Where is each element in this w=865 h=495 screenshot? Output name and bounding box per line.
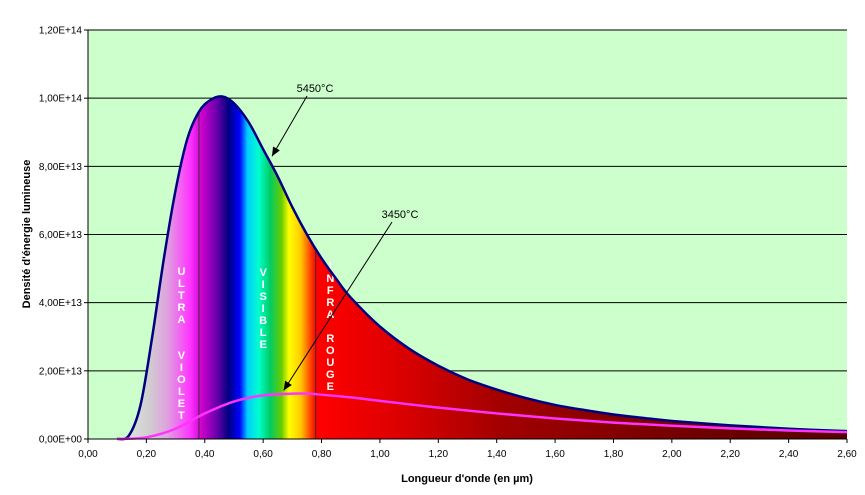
region-label-letter: I (262, 279, 265, 291)
x-tick-label: 2,00 (662, 449, 682, 460)
region-label-letter: L (260, 327, 267, 339)
y-axis-title: Densité d'énergie lumineuse (21, 160, 33, 309)
annotation-arrow (283, 221, 393, 391)
x-tick-label: 0,80 (312, 449, 332, 460)
region-label-letter: R (326, 297, 334, 309)
region-label-letter: R (326, 333, 334, 345)
region-label-letter: A (177, 314, 185, 326)
x-axis-title: Longueur d'onde (en µm) (401, 473, 533, 485)
region-dividers (198, 111, 317, 439)
region-label-letter: T (178, 290, 185, 302)
region-label-letter: E (259, 339, 266, 351)
x-tick-label: 0,40 (195, 449, 215, 460)
region-label-letter: L (178, 386, 185, 398)
region-label-letter: I (262, 303, 265, 315)
series-line (117, 392, 848, 441)
curve-annotations: 5450°C 3450°C (271, 83, 419, 391)
y-tick-label: 0,00E+00 (39, 435, 83, 446)
region-label-letter: V (178, 350, 186, 362)
region-label-letter: E (327, 381, 334, 393)
region-label-letter: I (329, 261, 332, 273)
region-label-letter: E (178, 398, 185, 410)
x-tick-label: 1,60 (545, 449, 565, 460)
y-tick-label: 2,00E+13 (39, 366, 83, 377)
region-label-letter: U (326, 357, 334, 369)
region-label-letter: A (326, 309, 334, 321)
region-label-letter: B (259, 315, 267, 327)
y-tick-label: 8,00E+13 (39, 162, 83, 173)
x-tick-label: 2,60 (837, 449, 857, 460)
region-label-letter: L (178, 278, 185, 290)
spectrum-fill (117, 96, 847, 440)
x-tick-label: 1,40 (487, 449, 507, 460)
region-label-letter: I (180, 362, 183, 374)
region-label-letter: V (259, 267, 267, 279)
curve-annotation-label: 5450°C (297, 83, 334, 95)
y-axis-ticks: 0,00E+00 2,00E+13 4,00E+13 6,00E+13 8,00E+13… (39, 26, 88, 446)
y-tick-label: 6,00E+13 (39, 230, 83, 241)
x-tick-label: 0,00 (78, 449, 98, 460)
x-tick-label: 2,40 (779, 449, 799, 460)
annotation-arrow (271, 95, 308, 157)
y-tick-label: 1,00E+14 (39, 94, 83, 105)
region-label-letter: T (178, 410, 185, 422)
x-axis-ticks: 0,00 0,20 0,40 0,60 0,80 1,00 1,20 1,40 1,60 1,80… (78, 439, 857, 460)
x-tick-label: 0,20 (137, 449, 157, 460)
region-label-letter: G (326, 369, 335, 381)
series-line (116, 95, 848, 441)
x-tick-label: 1,80 (604, 449, 624, 460)
series-lines (116, 95, 848, 441)
x-tick-label: 1,20 (429, 449, 449, 460)
x-tick-label: 0,60 (253, 449, 273, 460)
y-tick-label: 1,20E+14 (39, 26, 83, 37)
region-label-letter: O (326, 345, 335, 357)
y-tick-label: 4,00E+13 (39, 298, 83, 309)
region-label-letter: S (259, 291, 266, 303)
x-tick-label: 2,20 (720, 449, 740, 460)
x-tick-label: 1,00 (370, 449, 390, 460)
curve-annotation-label: 3450°C (382, 209, 419, 221)
region-label-letter: O (177, 374, 186, 386)
region-label-letter: R (177, 302, 185, 314)
region-label-letter: N (326, 273, 334, 285)
region-label-letter: F (327, 285, 334, 297)
region-label-letter: U (177, 266, 185, 278)
